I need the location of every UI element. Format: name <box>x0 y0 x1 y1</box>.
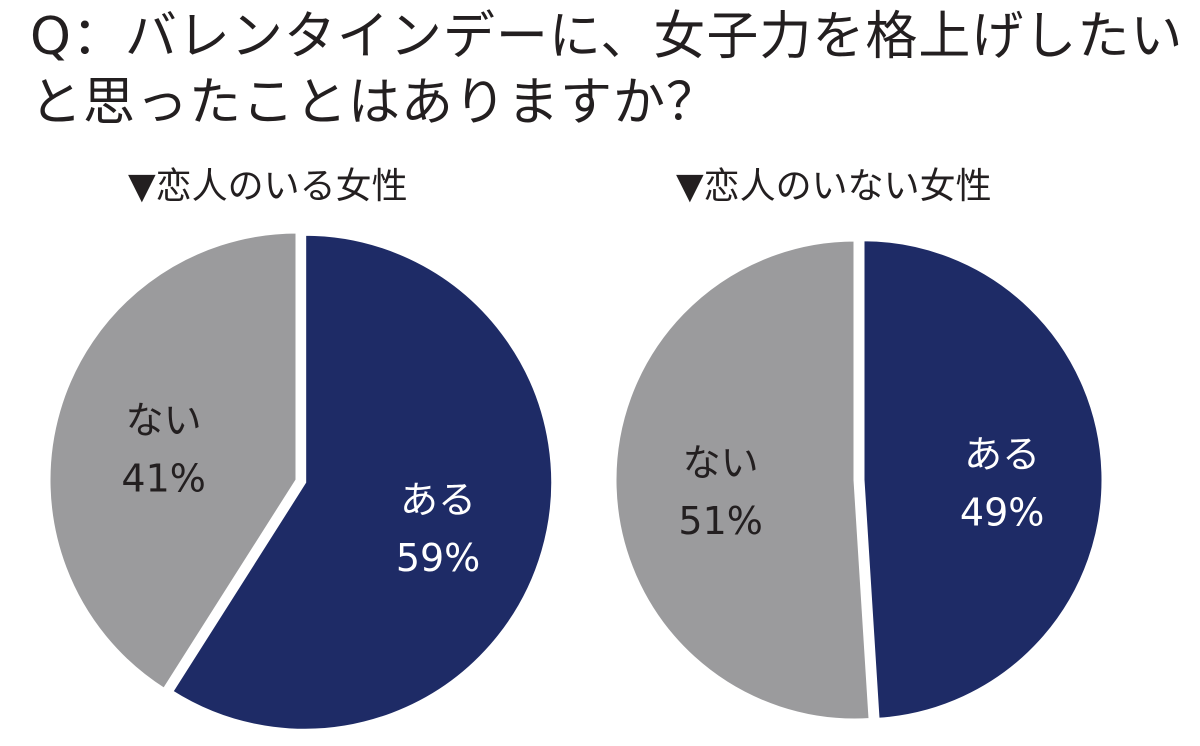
pie-slice-nai-without-partner <box>613 238 872 722</box>
pie-slice-aru-without-partner <box>861 238 1105 721</box>
slice-value-label-nai-without-partner: 51% <box>678 499 762 543</box>
question-title-line-2: と思ったことはありますか？ <box>30 73 720 133</box>
slice-value-label-aru-without-partner: 49% <box>960 490 1044 534</box>
slice-category-label-aru-with-partner: ある <box>400 478 476 522</box>
pie-labels-without-partner: ある 49% ない 51% <box>678 432 1044 543</box>
pie-slices-with-partner <box>47 230 555 732</box>
slice-category-label-nai-with-partner: ない <box>126 398 202 442</box>
pie-slice-nai-with-partner <box>47 230 299 692</box>
slice-category-label-aru-without-partner: ある <box>964 432 1040 476</box>
pie-labels-with-partner: ある 59% ない 41% <box>121 398 480 580</box>
pie-slice-aru-with-partner <box>169 232 555 732</box>
question-title-line-1: Q：バレンタインデーに、女子力を格上げしたい <box>30 7 1184 67</box>
pie-chart-without-partner: ▼恋人のいない女性 ある 49% ない 51% <box>613 166 1105 722</box>
chart-heading-without-partner: ▼恋人のいない女性 <box>676 166 992 207</box>
chart-heading-with-partner: ▼恋人のいる女性 <box>128 166 408 207</box>
slice-value-label-nai-with-partner: 41% <box>121 456 205 500</box>
slice-category-label-nai-without-partner: ない <box>683 441 759 485</box>
question-title: Q：バレンタインデーに、女子力を格上げしたい と思ったことはありますか？ <box>30 4 1190 136</box>
pie-chart-with-partner: ▼恋人のいる女性 ある 59% ない 41% <box>47 166 555 732</box>
pie-slices-without-partner <box>613 238 1105 722</box>
slice-value-label-aru-with-partner: 59% <box>396 536 480 580</box>
